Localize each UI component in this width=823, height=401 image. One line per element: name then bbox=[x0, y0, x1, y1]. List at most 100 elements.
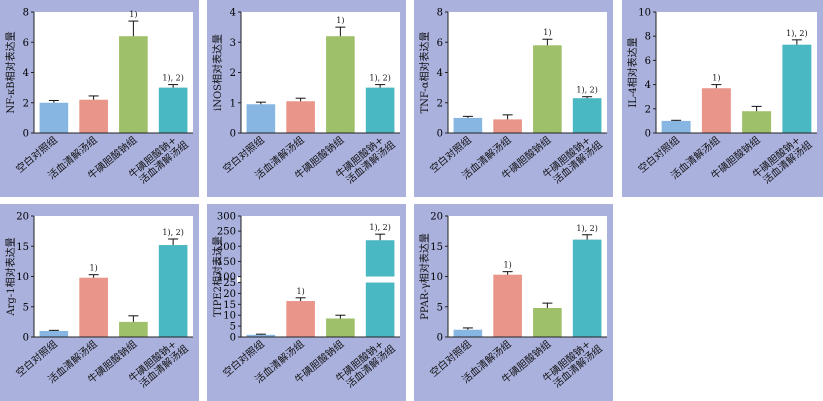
x-tick-label: 牛磺胆酸钠+活血清解汤组 bbox=[126, 129, 191, 189]
bar bbox=[493, 274, 522, 337]
bar bbox=[572, 98, 602, 133]
y-axis-label: TIPE2相对表达量 bbox=[211, 236, 224, 317]
y-tick-label: 6 bbox=[645, 56, 651, 67]
bar bbox=[286, 101, 315, 133]
y-tick-label: 100 bbox=[217, 272, 236, 283]
x-tick-label: 牛磺胆酸钠+活血清解汤组 bbox=[333, 129, 398, 189]
chart-il4: 1)1), 2)0246810IL-4相对表达量空白对照组活血清解汤组牛磺胆酸钠… bbox=[626, 8, 817, 189]
panel-il4: 1) 1), 2) 0 2 4 6 8 10 IL-4相对表达量 空白对照组 活血清解汤组 牛磺胆酸钠… bbox=[622, 0, 823, 197]
y-tick-label: 8 bbox=[23, 8, 29, 19]
x-tick-label: 牛磺胆酸钠+活血清解汤组 bbox=[540, 333, 605, 393]
bar bbox=[39, 102, 69, 133]
bar bbox=[701, 88, 731, 133]
bar bbox=[453, 329, 483, 337]
y-axis-label: TNF-α相对表达量 bbox=[418, 31, 431, 113]
significance-label: 1), 2) bbox=[162, 228, 184, 237]
y-tick-label: 20 bbox=[430, 212, 443, 223]
significance-label: 1) bbox=[90, 264, 98, 273]
y-tick-label: 0 bbox=[437, 333, 443, 344]
significance-label: 1) bbox=[504, 261, 512, 270]
panel-tnfa: 1) 1), 2) 0 2 4 6 8 TNF-α相对表达量 空白对照组 活血清解汤组 牛磺胆酸钠组… bbox=[414, 0, 613, 197]
y-tick-label: 150 bbox=[217, 257, 236, 268]
bar bbox=[39, 330, 69, 337]
bar bbox=[119, 321, 148, 337]
y-tick-label: 250 bbox=[217, 227, 236, 238]
bar bbox=[365, 240, 395, 337]
y-tick-label: 15 bbox=[430, 242, 443, 253]
significance-label: 1), 2) bbox=[576, 224, 598, 233]
y-tick-label: 0 bbox=[230, 129, 236, 140]
bar bbox=[158, 87, 188, 133]
y-tick-label: 10 bbox=[430, 272, 443, 283]
y-axis-label: NF-κB相对表达量 bbox=[4, 31, 17, 113]
bar bbox=[246, 104, 276, 133]
bar bbox=[572, 239, 602, 337]
y-tick-label: 5 bbox=[23, 302, 29, 313]
y-tick-label: 6 bbox=[23, 38, 29, 49]
significance-label: 1) bbox=[543, 28, 551, 37]
panel-nfkb: 1) 1), 2) 0 2 4 6 8 NF-κB相对表达量 空白对照组 活血清解汤组 牛磺胆酸钠组… bbox=[0, 0, 199, 197]
y-tick-label: 1 bbox=[230, 98, 236, 109]
y-tick-label: 0 bbox=[437, 129, 443, 140]
significance-label: 1), 2) bbox=[576, 86, 598, 95]
y-tick-label: 15 bbox=[16, 242, 29, 253]
y-tick-label: 8 bbox=[645, 32, 651, 43]
panel-arg1: 1) 1), 2) 0 5 10 15 20 Arg-1相对表达量 空白对照组 活血清解汤组 牛磺胆… bbox=[0, 204, 199, 401]
y-tick-label: 4 bbox=[645, 80, 651, 91]
significance-label: 1), 2) bbox=[162, 74, 184, 83]
y-tick-label: 6 bbox=[437, 38, 443, 49]
y-tick-label: 0 bbox=[645, 129, 651, 140]
bar bbox=[158, 245, 188, 337]
y-tick-label: 10 bbox=[16, 272, 29, 283]
significance-label: 1) bbox=[129, 10, 137, 19]
x-tick-label: 牛磺胆酸钠+活血清解汤组 bbox=[540, 129, 605, 189]
bar bbox=[286, 301, 315, 337]
bar bbox=[453, 117, 483, 133]
bar bbox=[533, 45, 562, 133]
panel-inos: 1) 1), 2) 0 1 2 3 4 iNOS相对表达量 空白对照组 活血清解汤组 牛磺胆酸钠组牛… bbox=[207, 0, 406, 197]
significance-label: 1) bbox=[297, 287, 305, 296]
y-tick-label: 4 bbox=[437, 68, 443, 79]
y-tick-label: 2 bbox=[23, 98, 29, 109]
y-tick-label: 3 bbox=[230, 38, 236, 49]
significance-label: 1), 2) bbox=[369, 223, 391, 232]
y-tick-label: 0 bbox=[23, 129, 29, 140]
y-tick-label: 0 bbox=[230, 333, 236, 344]
y-tick-label: 5 bbox=[230, 322, 236, 333]
bar bbox=[782, 44, 812, 133]
bar bbox=[246, 334, 276, 337]
chart-pparg: 1)1), 2)05101520PPAR-γ相对表达量空白对照组活血清解汤组牛磺… bbox=[418, 212, 607, 393]
y-tick-label: 10 bbox=[638, 8, 651, 19]
y-tick-label: 0 bbox=[23, 333, 29, 344]
y-tick-label: 4 bbox=[23, 68, 29, 79]
bar bbox=[365, 87, 395, 133]
y-tick-label: 2 bbox=[230, 68, 236, 79]
y-tick-label: 25 bbox=[223, 278, 236, 289]
panel-pparg: 1) 1), 2) 0 5 10 15 20 PPAR-γ相对表达量 空白对照组 活血清解汤组 牛磺… bbox=[414, 204, 613, 401]
y-axis-label: PPAR-γ相对表达量 bbox=[418, 233, 431, 320]
y-tick-label: 5 bbox=[437, 302, 443, 313]
bar bbox=[119, 36, 148, 134]
y-axis-label: iNOS相对表达量 bbox=[211, 34, 224, 111]
significance-label: 1) bbox=[336, 16, 344, 25]
x-tick-label: 牛磺胆酸钠+活血清解汤组 bbox=[126, 333, 191, 393]
y-tick-label: 300 bbox=[217, 212, 236, 223]
bar bbox=[533, 307, 562, 337]
y-tick-label: 10 bbox=[223, 311, 236, 322]
chart-tnfa: 1)1), 2)02468TNF-α相对表达量空白对照组活血清解汤组牛磺胆酸钠组… bbox=[418, 8, 607, 189]
x-tick-label: 牛磺胆酸钠+活血清解汤组 bbox=[750, 129, 815, 189]
y-tick-label: 2 bbox=[645, 104, 651, 115]
y-tick-label: 200 bbox=[217, 242, 236, 253]
axis-break bbox=[237, 276, 400, 283]
significance-label: 1) bbox=[712, 74, 720, 83]
y-axis-label: IL-4相对表达量 bbox=[626, 37, 639, 107]
y-tick-label: 20 bbox=[223, 289, 236, 300]
chart-inos: 1)1), 2)01234iNOS相对表达量空白对照组活血清解汤组牛磺胆酸钠组牛… bbox=[211, 8, 400, 189]
y-tick-label: 2 bbox=[437, 98, 443, 109]
bar bbox=[742, 111, 772, 133]
y-tick-label: 4 bbox=[230, 8, 236, 19]
bar bbox=[79, 277, 108, 337]
bar bbox=[326, 318, 355, 337]
bar bbox=[326, 36, 355, 134]
